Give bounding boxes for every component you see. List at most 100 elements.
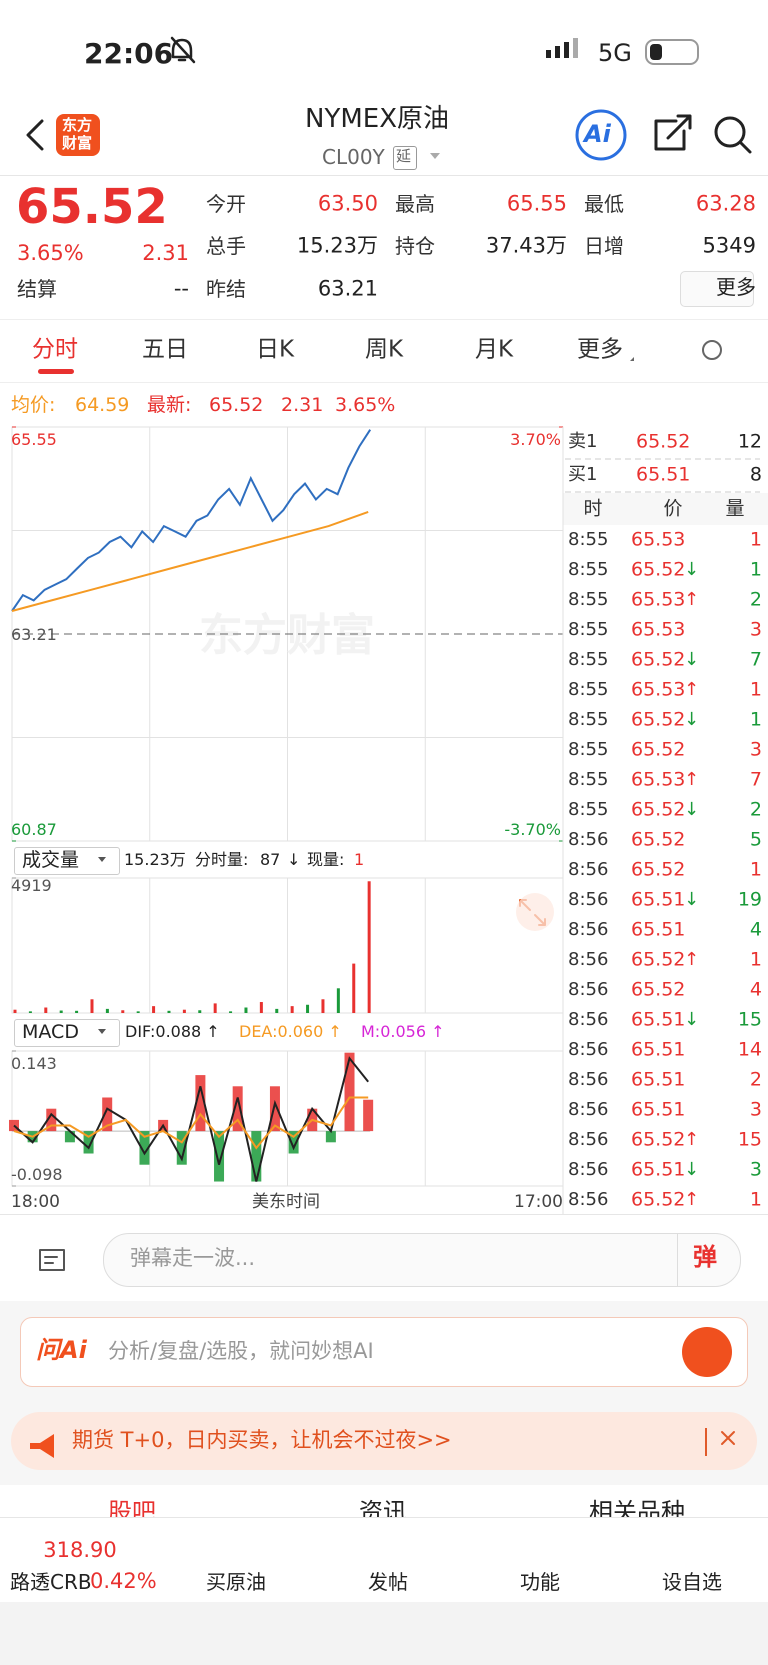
trade-volume: 3: [749, 1098, 762, 1121]
trade-time: 8:55: [568, 709, 609, 730]
field-value: 5349: [702, 233, 756, 258]
comment-placeholder[interactable]: 弹幕走一波...: [130, 1246, 256, 1270]
index-value[interactable]: 318.90: [43, 1538, 117, 1562]
volume-bar: [352, 963, 356, 1013]
last-price: 65.52: [16, 179, 168, 235]
trade-time: 8:55: [568, 649, 609, 670]
comment-divider: [677, 1234, 678, 1286]
avg-value: 64.59: [75, 394, 130, 416]
logo[interactable]: [56, 114, 100, 156]
trade-volume: 3: [749, 618, 762, 641]
dif-label: DIF:0.088 ↑: [125, 1022, 220, 1041]
tab[interactable]: 五日: [142, 336, 188, 363]
quote-more-button[interactable]: [680, 271, 754, 307]
ai-send-button[interactable]: [682, 1327, 732, 1377]
ai-label[interactable]: Ai: [584, 120, 611, 148]
ai-placeholder[interactable]: 分析/复盘/选股，就问妙想AI: [108, 1339, 374, 1363]
trade-volume: 1: [749, 1188, 762, 1211]
trade-volume: 5: [749, 828, 762, 851]
trade-time: 8:56: [568, 979, 609, 1000]
index-name[interactable]: 路透CRB: [10, 1570, 92, 1594]
divider: [0, 1214, 768, 1215]
trade-time: 8:56: [568, 949, 609, 970]
bottom-nav: [0, 1517, 768, 1602]
macd-label[interactable]: MACD: [22, 1021, 79, 1043]
expand-button[interactable]: [516, 893, 554, 931]
nav-label[interactable]: 功能: [520, 1570, 560, 1594]
trade-price: 65.53: [631, 768, 686, 791]
field-value: 15.23万: [296, 233, 378, 258]
volume-bar: [152, 1006, 156, 1013]
price-line: [11, 429, 372, 612]
promo-text[interactable]: 期货 T+0，日内买卖，让机会不过夜>>: [72, 1428, 452, 1452]
level-volume: 12: [737, 430, 762, 453]
trade-time: 8:56: [568, 1129, 609, 1150]
field-label: 最低: [584, 192, 624, 216]
field-value: 37.43万: [485, 233, 567, 258]
now-volume-label: 现量:: [307, 850, 345, 869]
comment-icon[interactable]: [39, 1249, 65, 1271]
macd-selector[interactable]: [14, 1019, 120, 1047]
level-price: 65.51: [636, 463, 691, 486]
tab[interactable]: 月K: [474, 336, 514, 363]
trade-price: 65.52: [631, 708, 686, 731]
nav-label[interactable]: 发帖: [368, 1570, 408, 1594]
volume-bar: [290, 1006, 294, 1013]
trade-arrow: ↓: [684, 709, 700, 730]
title: NYMEX原油: [305, 104, 450, 134]
volume-bar: [321, 999, 325, 1013]
macd-bar: [269, 1086, 280, 1132]
trade-arrow: ↓: [684, 799, 700, 820]
comment-input[interactable]: [103, 1233, 741, 1287]
nav-label[interactable]: 买原油: [206, 1570, 266, 1594]
trade-time: 8:56: [568, 829, 609, 850]
search-icon[interactable]: [714, 116, 746, 148]
volume-bar: [244, 1007, 248, 1013]
dropdown-caret[interactable]: [430, 153, 440, 159]
field-label: 昨结: [206, 277, 246, 301]
ai-box[interactable]: [20, 1317, 748, 1387]
nav-label[interactable]: 设自选: [662, 1570, 722, 1594]
trade-volume: 2: [749, 1068, 762, 1091]
y-tick-label: -0.098: [11, 1165, 63, 1184]
tab[interactable]: 周K: [364, 336, 404, 363]
settings-icon[interactable]: [702, 340, 722, 360]
promo-banner[interactable]: [11, 1412, 757, 1470]
trade-arrow: ↓: [684, 1009, 700, 1030]
field-value: 63.50: [317, 191, 378, 216]
volume-selector[interactable]: [14, 847, 120, 875]
danmaku-button[interactable]: 弹: [693, 1243, 717, 1271]
trade-price: 65.51: [631, 918, 686, 941]
back-icon[interactable]: [26, 119, 44, 151]
trade-time: 8:56: [568, 1039, 609, 1060]
y2-tick-label: -3.70%: [504, 820, 561, 839]
ai-button[interactable]: [575, 109, 627, 161]
trade-time: 8:56: [568, 1159, 609, 1180]
tab[interactable]: 更多: [577, 336, 623, 363]
quote-more[interactable]: 更多: [716, 275, 756, 299]
volume-bar: [121, 1010, 125, 1013]
trade-arrow: ↑: [684, 679, 700, 700]
volume-bar: [306, 1004, 310, 1013]
index-change[interactable]: 0.42%: [90, 1569, 157, 1593]
macd-bar: [195, 1075, 206, 1132]
field-label: 持仓: [395, 234, 435, 258]
close-icon[interactable]: [721, 1431, 735, 1445]
trade-time: 8:56: [568, 859, 609, 880]
trade-header: 时: [583, 497, 603, 520]
trade-arrow: ↓: [684, 1159, 700, 1180]
change-pct: 3.65%: [17, 241, 84, 265]
price-line: [11, 510, 369, 612]
field-label: 结算: [17, 277, 57, 301]
share-icon[interactable]: [654, 114, 692, 151]
macd-bar: [176, 1131, 187, 1165]
tab[interactable]: 分时: [32, 336, 78, 363]
status-network: 5G: [598, 39, 632, 67]
volume-label[interactable]: 成交量: [22, 849, 80, 871]
tab[interactable]: 日K: [255, 336, 295, 363]
trade-volume: 7: [749, 648, 762, 671]
trade-price: 65.53: [631, 618, 686, 641]
divider: [0, 175, 768, 176]
trade-time: 8:56: [568, 1009, 609, 1030]
